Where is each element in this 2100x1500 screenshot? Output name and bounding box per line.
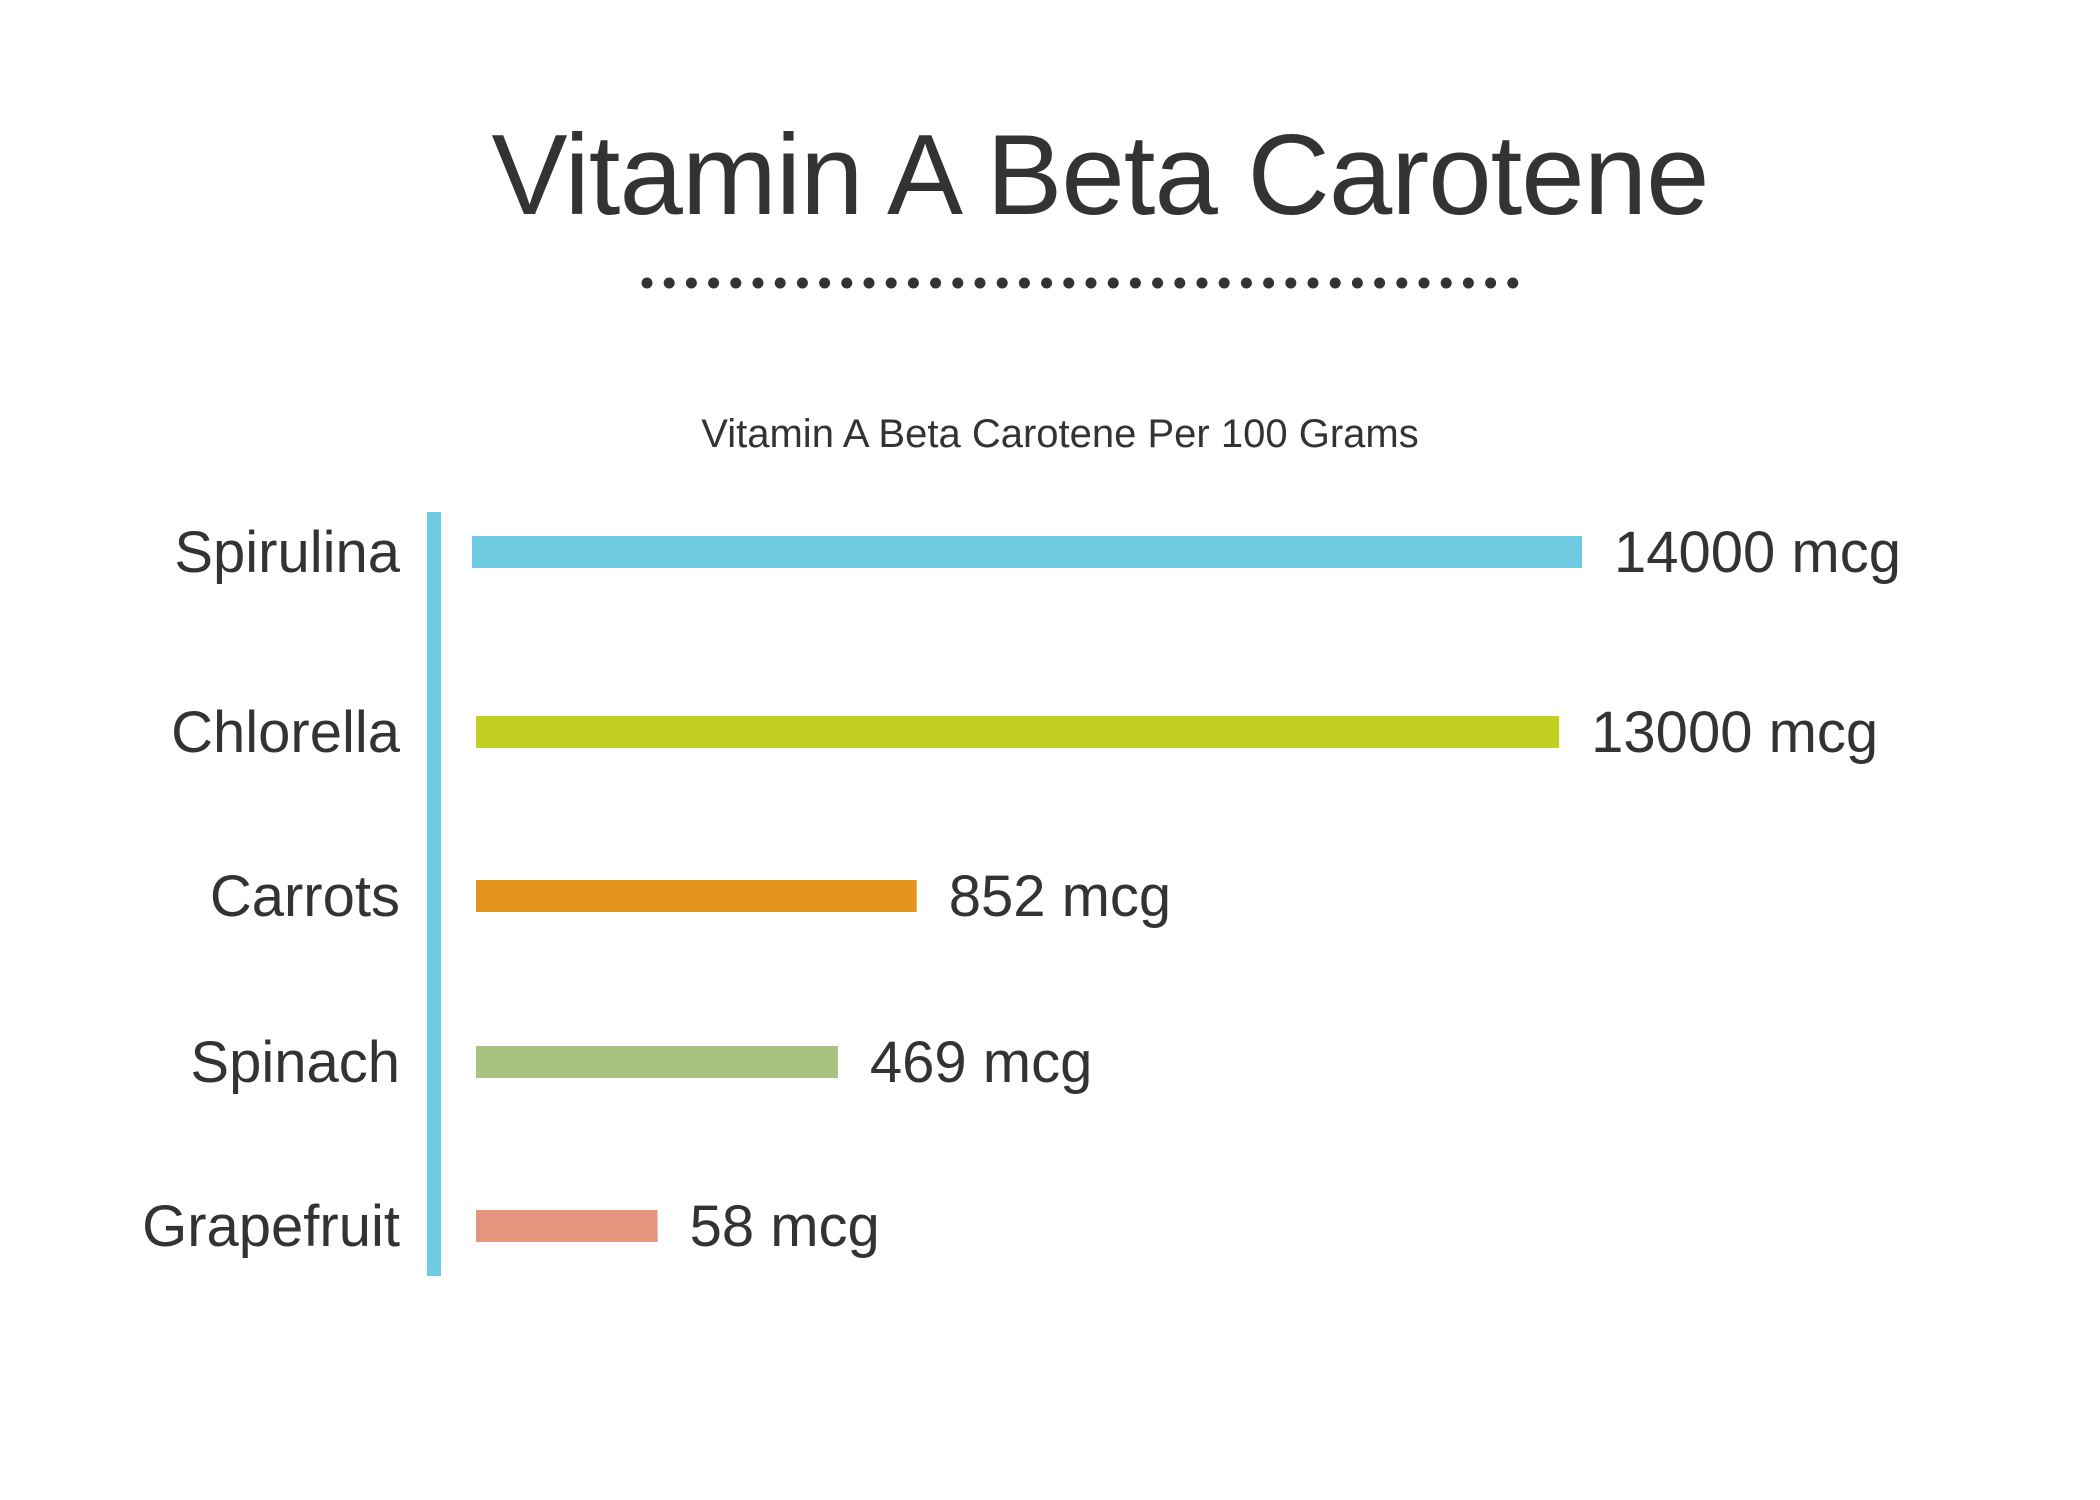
divider-dot	[1418, 277, 1430, 289]
divider-dot	[952, 277, 964, 289]
category-label: Spirulina	[174, 520, 400, 585]
divider-dot	[1152, 277, 1164, 289]
divider-dot	[974, 277, 986, 289]
divider-dot	[1396, 277, 1408, 289]
divider-dot	[885, 277, 897, 289]
divider-dot	[1374, 277, 1386, 289]
divider-dot	[1485, 277, 1497, 289]
divider-dot	[930, 277, 942, 289]
category-label: Spinach	[190, 1030, 400, 1095]
divider-dot	[1307, 277, 1319, 289]
divider-dot	[907, 277, 919, 289]
divider-dot	[663, 277, 675, 289]
divider-dot	[1218, 277, 1230, 289]
bar	[476, 1210, 658, 1242]
dotted-divider	[641, 277, 1519, 289]
divider-dot	[708, 277, 720, 289]
divider-dot	[1240, 277, 1252, 289]
data-label: 14000 mcg	[1614, 520, 1901, 585]
divider-dot	[1329, 277, 1341, 289]
divider-dot	[841, 277, 853, 289]
divider-dot	[685, 277, 697, 289]
bar	[476, 880, 917, 912]
divider-dot	[1196, 277, 1208, 289]
category-label: Chlorella	[171, 700, 401, 765]
divider-dot	[1263, 277, 1275, 289]
data-label: 469 mcg	[870, 1030, 1092, 1095]
divider-dot	[1285, 277, 1297, 289]
divider-dot	[996, 277, 1008, 289]
divider-dot	[1174, 277, 1186, 289]
divider-dot	[752, 277, 764, 289]
category-label: Grapefruit	[142, 1194, 400, 1259]
divider-dot	[1041, 277, 1053, 289]
chart-title: Vitamin A Beta Carotene Per 100 Grams	[701, 412, 1419, 456]
divider-dot	[1063, 277, 1075, 289]
divider-dot	[863, 277, 875, 289]
divider-dot	[730, 277, 742, 289]
divider-dot	[1462, 277, 1474, 289]
divider-dot	[1129, 277, 1141, 289]
divider-dot	[1440, 277, 1452, 289]
bar	[476, 716, 1560, 748]
page-title: Vitamin A Beta Carotene	[491, 112, 1709, 239]
divider-dot	[641, 277, 653, 289]
divider-dot	[1018, 277, 1030, 289]
category-label: Carrots	[210, 864, 400, 929]
data-label: 852 mcg	[949, 864, 1171, 929]
divider-dot	[796, 277, 808, 289]
y-axis-line	[427, 512, 441, 1276]
bar	[476, 1046, 838, 1078]
divider-dot	[1107, 277, 1119, 289]
divider-dot	[1351, 277, 1363, 289]
data-label: 58 mcg	[690, 1194, 880, 1259]
divider-dot	[1085, 277, 1097, 289]
bar	[472, 536, 1582, 568]
divider-dot	[819, 277, 831, 289]
data-label: 13000 mcg	[1591, 700, 1878, 765]
divider-dot	[1507, 277, 1519, 289]
divider-dot	[774, 277, 786, 289]
